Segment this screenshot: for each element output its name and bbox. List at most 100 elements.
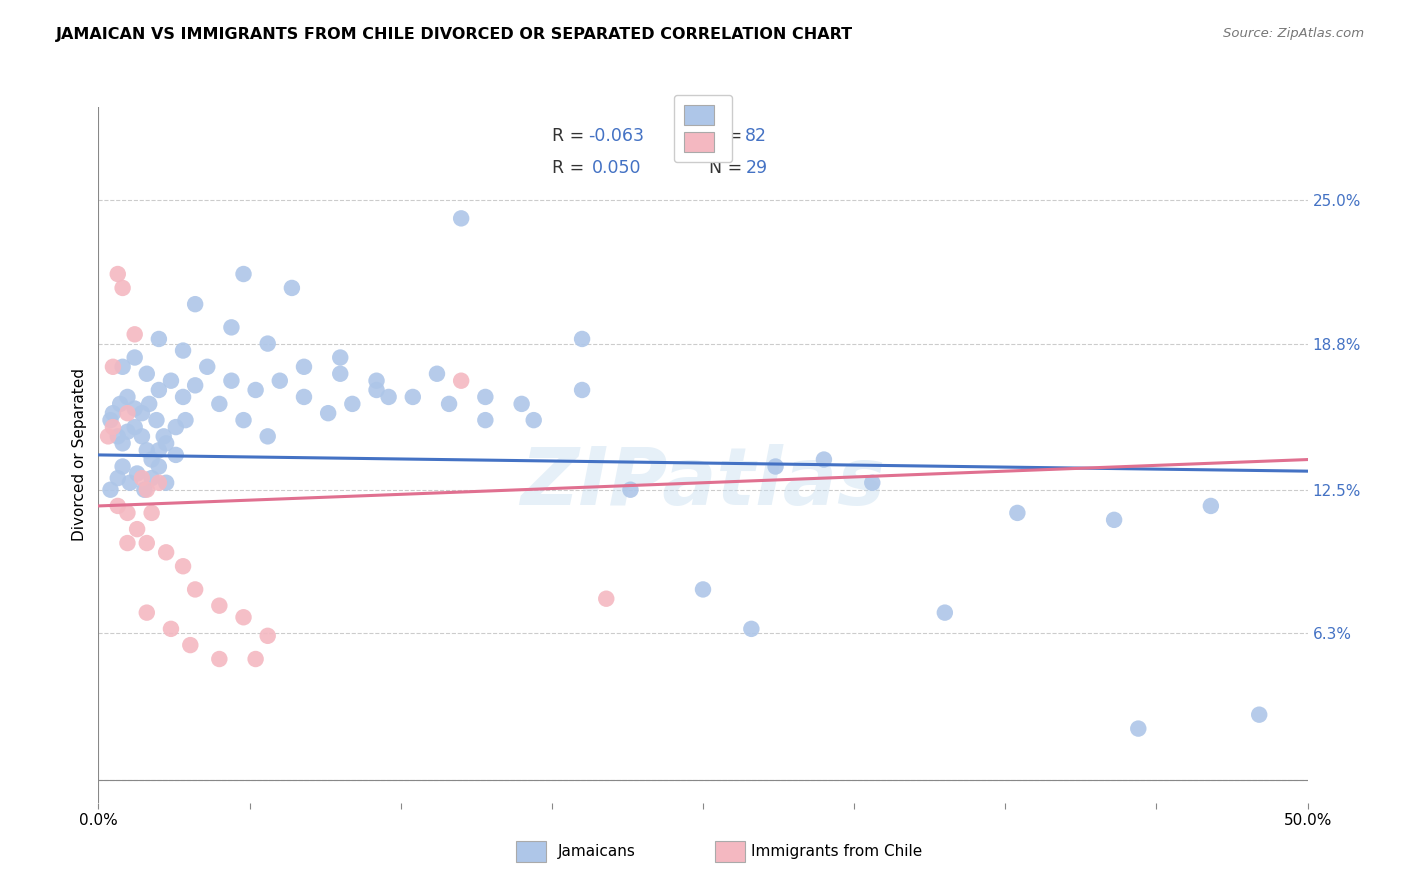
Point — [97, 429, 120, 443]
Point — [138, 397, 160, 411]
Point — [329, 367, 352, 381]
Point — [155, 475, 177, 490]
Point — [172, 343, 194, 358]
Point — [402, 390, 425, 404]
Point — [474, 413, 496, 427]
Point — [124, 420, 146, 434]
Point — [221, 320, 243, 334]
Point — [292, 390, 315, 404]
Point — [160, 374, 183, 388]
Point — [172, 559, 194, 574]
Point — [184, 582, 207, 597]
Point — [329, 351, 352, 365]
Point — [292, 359, 315, 374]
Point — [111, 359, 134, 374]
FancyBboxPatch shape — [516, 841, 546, 862]
Point — [117, 536, 139, 550]
Point — [1007, 506, 1029, 520]
Point — [117, 406, 139, 420]
Point — [595, 591, 617, 606]
Point — [160, 622, 183, 636]
Point — [316, 406, 339, 420]
Point — [1128, 722, 1150, 736]
Point — [148, 383, 170, 397]
Point — [426, 367, 449, 381]
Point — [740, 622, 762, 636]
Point — [179, 638, 201, 652]
Point — [934, 606, 956, 620]
Point — [860, 475, 883, 490]
Point — [208, 652, 231, 666]
Point — [245, 383, 267, 397]
Point — [155, 436, 177, 450]
Point — [135, 536, 157, 550]
Point — [208, 599, 231, 613]
Point — [107, 267, 129, 281]
Point — [510, 397, 533, 411]
Point — [195, 359, 218, 374]
Point — [155, 545, 177, 559]
Point — [148, 443, 170, 458]
Point — [124, 351, 146, 365]
Text: R =: R = — [551, 128, 589, 145]
Point — [232, 267, 254, 281]
Point — [184, 378, 207, 392]
Text: Source: ZipAtlas.com: Source: ZipAtlas.com — [1223, 27, 1364, 40]
Point — [152, 429, 174, 443]
Point — [127, 467, 149, 481]
Point — [131, 406, 153, 420]
Text: 29: 29 — [745, 160, 768, 178]
Text: ZIPatlas: ZIPatlas — [520, 443, 886, 522]
Point — [450, 374, 472, 388]
Point — [101, 406, 124, 420]
Point — [366, 383, 388, 397]
Legend: , : , — [673, 95, 733, 161]
Point — [765, 459, 787, 474]
Point — [245, 652, 267, 666]
Point — [101, 359, 124, 374]
Point — [107, 499, 129, 513]
Point — [256, 429, 278, 443]
Point — [107, 429, 129, 443]
Point — [474, 390, 496, 404]
Point — [111, 436, 134, 450]
Text: -0.063: -0.063 — [588, 128, 644, 145]
Point — [256, 336, 278, 351]
Point — [1199, 499, 1222, 513]
Text: R =: R = — [551, 160, 589, 178]
Point — [232, 610, 254, 624]
Point — [256, 629, 278, 643]
Point — [619, 483, 641, 497]
Point — [571, 383, 593, 397]
Point — [117, 390, 139, 404]
Point — [232, 413, 254, 427]
Point — [221, 374, 243, 388]
Point — [208, 397, 231, 411]
Point — [127, 522, 149, 536]
Point — [172, 390, 194, 404]
Point — [111, 459, 134, 474]
Point — [366, 374, 388, 388]
Point — [131, 471, 153, 485]
Y-axis label: Divorced or Separated: Divorced or Separated — [72, 368, 87, 541]
Point — [692, 582, 714, 597]
Text: Immigrants from Chile: Immigrants from Chile — [751, 844, 922, 859]
Point — [148, 475, 170, 490]
Point — [184, 297, 207, 311]
Point — [135, 443, 157, 458]
Point — [281, 281, 304, 295]
Point — [117, 506, 139, 520]
Point — [131, 429, 153, 443]
Point — [111, 281, 134, 295]
Point — [813, 452, 835, 467]
Point — [135, 483, 157, 497]
Point — [148, 332, 170, 346]
Point — [101, 420, 124, 434]
Text: N =: N = — [709, 160, 748, 178]
Point — [107, 471, 129, 485]
Point — [141, 506, 163, 520]
Point — [377, 390, 399, 404]
Point — [141, 471, 163, 485]
Point — [269, 374, 291, 388]
Point — [118, 475, 141, 490]
